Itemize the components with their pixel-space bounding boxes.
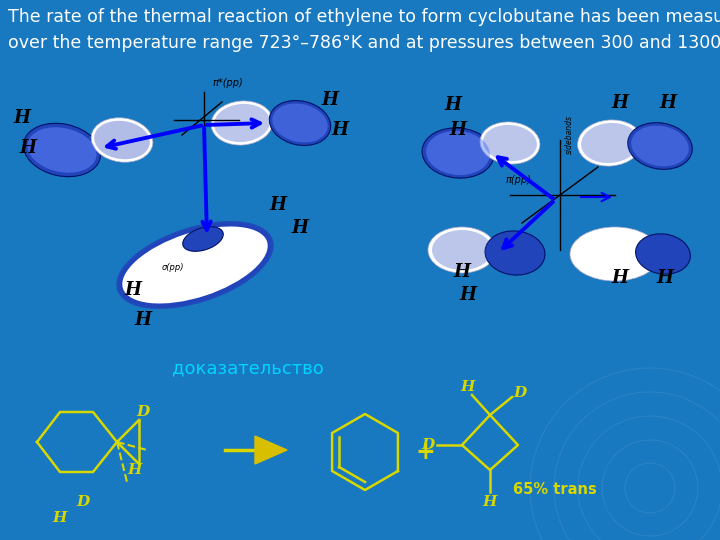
Ellipse shape <box>570 227 660 281</box>
Text: H: H <box>331 121 348 139</box>
Text: доказательство: доказательство <box>172 359 324 377</box>
Ellipse shape <box>628 123 692 170</box>
Text: D: D <box>76 495 89 509</box>
Text: H: H <box>14 109 30 127</box>
Text: D: D <box>421 438 435 452</box>
Text: H: H <box>53 511 67 525</box>
Text: H: H <box>125 281 142 299</box>
Ellipse shape <box>636 234 690 274</box>
Ellipse shape <box>24 123 101 177</box>
Text: H: H <box>19 139 37 157</box>
Ellipse shape <box>432 230 492 270</box>
Text: The rate of the thermal reaction of ethylene to form cyclobutane has been measur: The rate of the thermal reaction of ethy… <box>8 8 720 52</box>
Ellipse shape <box>183 227 223 251</box>
Text: H: H <box>444 96 462 114</box>
Ellipse shape <box>120 225 269 305</box>
Text: H: H <box>611 269 629 287</box>
Text: H: H <box>459 286 477 304</box>
Text: H: H <box>135 311 151 329</box>
Text: H: H <box>292 219 308 237</box>
Ellipse shape <box>480 122 540 164</box>
Ellipse shape <box>422 128 494 178</box>
Text: D: D <box>513 386 526 400</box>
Ellipse shape <box>27 127 96 173</box>
Ellipse shape <box>483 125 537 161</box>
Text: H: H <box>483 495 498 509</box>
Text: 65% trans: 65% trans <box>513 483 597 497</box>
Text: H: H <box>449 121 467 139</box>
Text: sidebands: sidebands <box>565 116 574 154</box>
Text: H: H <box>461 380 475 394</box>
Text: π(pp): π(pp) <box>505 175 531 185</box>
Ellipse shape <box>94 121 150 159</box>
Ellipse shape <box>214 104 270 142</box>
Text: H: H <box>660 94 677 112</box>
Text: H: H <box>611 94 629 112</box>
Ellipse shape <box>211 101 273 145</box>
Ellipse shape <box>426 131 490 175</box>
Text: D: D <box>136 405 150 419</box>
Polygon shape <box>255 436 287 464</box>
Ellipse shape <box>581 123 639 163</box>
Text: H: H <box>128 463 142 477</box>
Text: H: H <box>269 196 287 214</box>
Text: H: H <box>322 91 338 109</box>
Ellipse shape <box>91 118 153 162</box>
Text: H: H <box>454 263 470 281</box>
Ellipse shape <box>269 100 330 145</box>
Text: σ(pp): σ(pp) <box>162 264 184 273</box>
Ellipse shape <box>485 231 545 275</box>
Ellipse shape <box>631 126 689 166</box>
Ellipse shape <box>272 104 328 143</box>
Text: +: + <box>415 440 435 464</box>
Ellipse shape <box>428 227 496 273</box>
Ellipse shape <box>577 120 642 166</box>
Text: π*(pp): π*(pp) <box>212 78 243 88</box>
Text: H: H <box>657 269 673 287</box>
